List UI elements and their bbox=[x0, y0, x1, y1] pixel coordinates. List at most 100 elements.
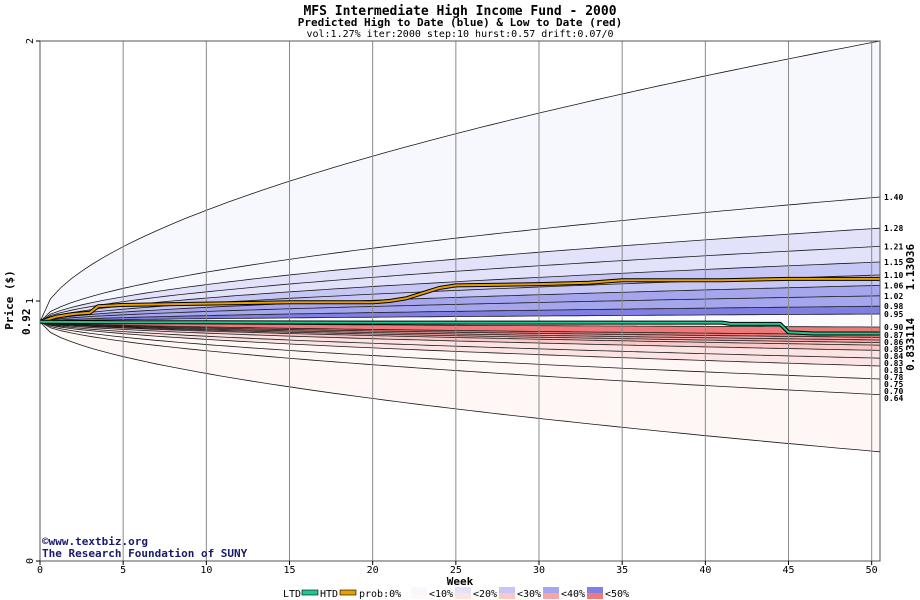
low-band-6 bbox=[40, 321, 880, 346]
grid-lines bbox=[122, 41, 873, 561]
x-tick-label-45: 45 bbox=[782, 565, 794, 576]
htd-final-label: 1.13036 bbox=[904, 244, 917, 291]
high-contour-1 bbox=[39, 196, 881, 323]
x-tick-label-50: 50 bbox=[866, 565, 878, 576]
legend-ltd-label: LTD bbox=[283, 589, 301, 600]
legend-item-0: <10% bbox=[429, 589, 453, 600]
chart-subtitle: Predicted High to Date (blue) & Low to D… bbox=[298, 16, 623, 29]
x-tick-label-0: 0 bbox=[37, 565, 43, 576]
low-band-4 bbox=[40, 321, 880, 359]
band-end-label-0: 1.40 bbox=[884, 193, 903, 202]
band-end-label-5: 1.06 bbox=[884, 281, 903, 290]
high-band-5 bbox=[40, 275, 880, 322]
ltd-path bbox=[39, 320, 880, 335]
htd-path bbox=[39, 277, 880, 323]
band-end-label-4: 1.10 bbox=[884, 271, 903, 280]
low-band-8 bbox=[40, 321, 880, 340]
y-tick-label-0: 0 bbox=[25, 558, 36, 564]
band-end-label-6: 1.02 bbox=[884, 292, 903, 301]
band-end-label-19: 0.64 bbox=[884, 394, 903, 403]
low-contour-4 bbox=[39, 321, 881, 359]
high-contour-7 bbox=[39, 295, 881, 323]
x-tick-label-25: 25 bbox=[450, 565, 462, 576]
band-end-label-17: 0.75 bbox=[884, 380, 903, 389]
legend-swatch-red-1 bbox=[455, 593, 471, 599]
legend-swatch-blue-0 bbox=[411, 587, 427, 593]
high-contour-4 bbox=[39, 261, 881, 323]
band-end-label-15: 0.81 bbox=[884, 366, 903, 375]
band-end-label-13: 0.84 bbox=[884, 352, 903, 361]
legend-swatch-red-3 bbox=[543, 593, 559, 599]
x-axis-label: Week bbox=[447, 575, 474, 588]
high-contour-3 bbox=[39, 246, 881, 323]
band-end-label-3: 1.15 bbox=[884, 258, 903, 267]
band-end-label-9: 0.90 bbox=[884, 323, 903, 332]
high-contour-9 bbox=[39, 313, 881, 323]
low-band-2 bbox=[40, 321, 880, 379]
legend-swatch-blue-4 bbox=[587, 587, 603, 593]
band-end-label-11: 0.86 bbox=[884, 338, 903, 347]
band-contour-lines bbox=[39, 40, 881, 453]
credit-line-2: The Research Foundation of SUNY bbox=[42, 547, 248, 560]
legend-ltd-swatch bbox=[301, 589, 319, 596]
y-axis-ticks: 0 1 2 bbox=[25, 38, 40, 564]
series-paths bbox=[39, 276, 880, 336]
band-end-label-18: 0.70 bbox=[884, 387, 903, 396]
x-tick-label-15: 15 bbox=[283, 565, 295, 576]
low-contour-8 bbox=[39, 321, 881, 341]
y-tick-label-1: 1 bbox=[25, 298, 36, 304]
low-contour-6 bbox=[39, 321, 881, 346]
band-end-label-2: 1.21 bbox=[884, 242, 903, 251]
legend-swatch-red-4 bbox=[587, 593, 603, 599]
band-end-label-10: 0.87 bbox=[884, 331, 903, 340]
legend-swatch-red-0 bbox=[411, 593, 427, 599]
legend-item-3: <40% bbox=[561, 589, 585, 600]
band-end-label-12: 0.85 bbox=[884, 345, 903, 354]
high-contour-6 bbox=[39, 285, 881, 323]
legend: LTD HTD prob:0% <10% <20% <30% <40% <50% bbox=[283, 587, 629, 600]
low-contour-1 bbox=[39, 321, 881, 395]
legend-swatch-blue-3 bbox=[543, 587, 559, 593]
x-tick-label-40: 40 bbox=[699, 565, 711, 576]
band-end-label-1: 1.28 bbox=[884, 224, 903, 233]
y-axis-label: Price ($) bbox=[3, 270, 16, 330]
high-band-7 bbox=[40, 295, 880, 322]
legend-item-1: <20% bbox=[473, 589, 497, 600]
band-end-label-8: 0.95 bbox=[884, 310, 903, 319]
low-contour-0 bbox=[39, 321, 881, 453]
low-contour-2 bbox=[39, 321, 881, 380]
legend-prob-label: prob:0% bbox=[359, 589, 401, 600]
x-tick-label-30: 30 bbox=[533, 565, 545, 576]
chart-params: vol:1.27% iter:2000 step:10 hurst:0.57 d… bbox=[306, 29, 613, 40]
chart-title: MFS Intermediate High Income Fund - 2000 bbox=[303, 4, 616, 19]
legend-swatch-red-2 bbox=[499, 593, 515, 599]
ltd-final-label: 0.833114 bbox=[904, 318, 917, 371]
probability-bands bbox=[40, 41, 880, 452]
x-tick-label-10: 10 bbox=[200, 565, 212, 576]
low-band-3 bbox=[40, 321, 880, 366]
band-end-labels: 1.40 1.28 1.21 1.15 1.101.06 1.020.980.95 0.90… bbox=[884, 193, 903, 403]
high-contour-0 bbox=[39, 40, 881, 322]
low-band-0 bbox=[40, 321, 880, 452]
high-contour-2 bbox=[39, 227, 881, 323]
low-band-9 bbox=[40, 321, 880, 338]
high-band-0 bbox=[40, 41, 880, 322]
legend-swatch-blue-1 bbox=[455, 587, 471, 593]
x-tick-label-5: 5 bbox=[120, 565, 126, 576]
high-band-4 bbox=[40, 262, 880, 322]
low-contour-7 bbox=[39, 321, 881, 343]
legend-item-2: <30% bbox=[517, 589, 541, 600]
legend-swatch-blue-2 bbox=[499, 587, 515, 593]
legend-item-4: <50% bbox=[605, 589, 629, 600]
high-band-6 bbox=[40, 285, 880, 322]
low-band-1 bbox=[40, 321, 880, 395]
high-band-3 bbox=[40, 246, 880, 322]
y-tick-label-2: 2 bbox=[25, 38, 36, 44]
start-price-label: 0.92 bbox=[20, 309, 33, 336]
legend-htd-label: HTD bbox=[320, 589, 338, 600]
high-contour-8 bbox=[39, 305, 881, 323]
x-axis-ticks: 0 5 10 15 20 25 30 35 40 45 50 bbox=[37, 561, 878, 576]
band-end-label-16: 0.78 bbox=[884, 373, 903, 382]
x-tick-label-35: 35 bbox=[616, 565, 628, 576]
